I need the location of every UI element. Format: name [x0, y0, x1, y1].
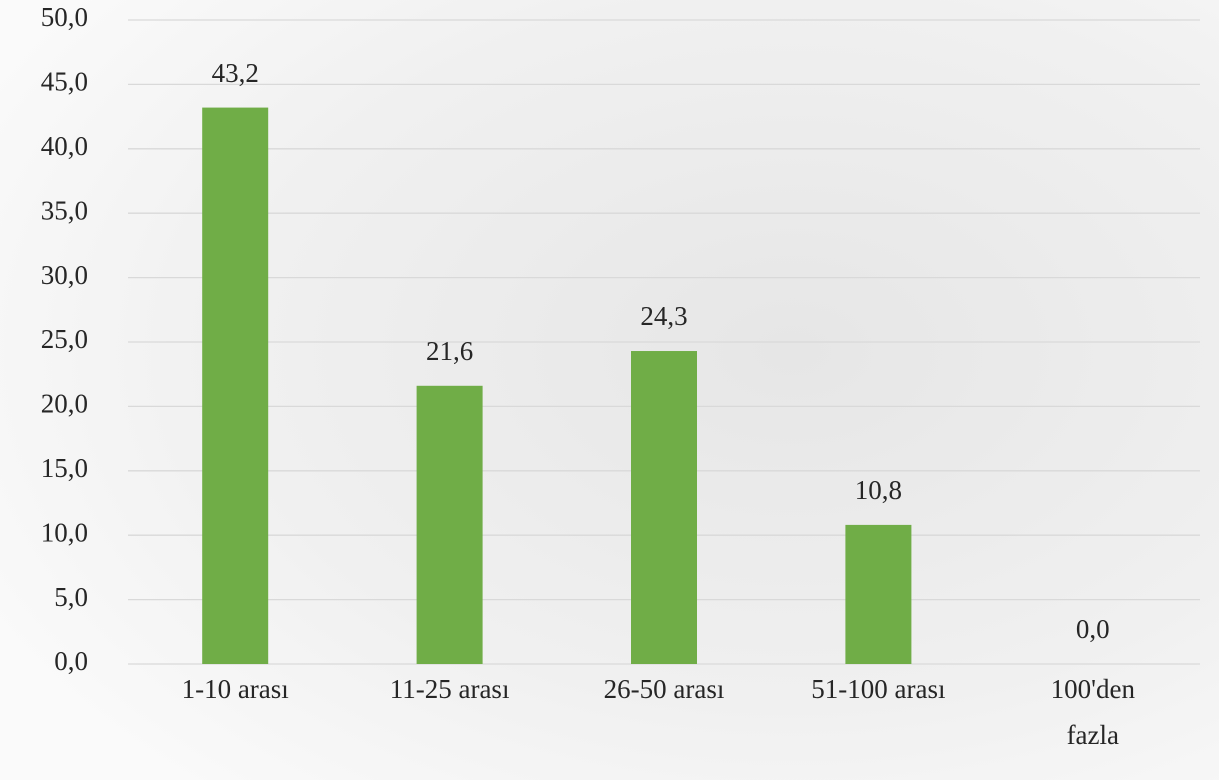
bar — [202, 107, 269, 665]
y-tick-label: 10,0 — [41, 517, 88, 547]
x-tick-label: 100'den fazla — [1051, 674, 1136, 750]
x-tick-label: 51-100 arası — [811, 674, 945, 704]
y-tick-label: 25,0 — [41, 324, 88, 354]
data-label: 0,0 — [1076, 614, 1110, 644]
y-tick-label: 45,0 — [41, 67, 88, 97]
y-tick-label: 15,0 — [41, 453, 88, 483]
y-tick-label: 30,0 — [41, 260, 88, 290]
y-tick-label: 0,0 — [54, 646, 88, 676]
x-tick-label: 11-25 arası — [390, 674, 510, 704]
bar — [845, 524, 912, 664]
data-label: 24,3 — [640, 301, 687, 331]
bar — [631, 351, 697, 664]
data-label: 10,8 — [855, 475, 902, 505]
y-tick-label: 40,0 — [41, 131, 88, 161]
x-tick-label: 1-10 arası — [182, 674, 289, 704]
y-tick-label: 35,0 — [41, 195, 88, 225]
x-tick-label: 26-50 arası — [604, 674, 725, 704]
y-tick-label: 50,0 — [41, 2, 88, 32]
data-label: 43,2 — [212, 58, 259, 88]
y-tick-label: 5,0 — [54, 582, 88, 612]
bar — [416, 385, 483, 664]
data-label: 21,6 — [426, 336, 473, 366]
y-tick-label: 20,0 — [41, 389, 88, 419]
